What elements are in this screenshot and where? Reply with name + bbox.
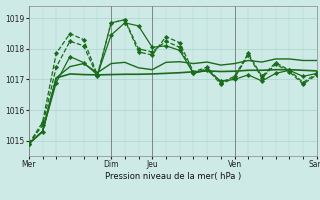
X-axis label: Pression niveau de la mer( hPa ): Pression niveau de la mer( hPa ): [105, 172, 241, 181]
